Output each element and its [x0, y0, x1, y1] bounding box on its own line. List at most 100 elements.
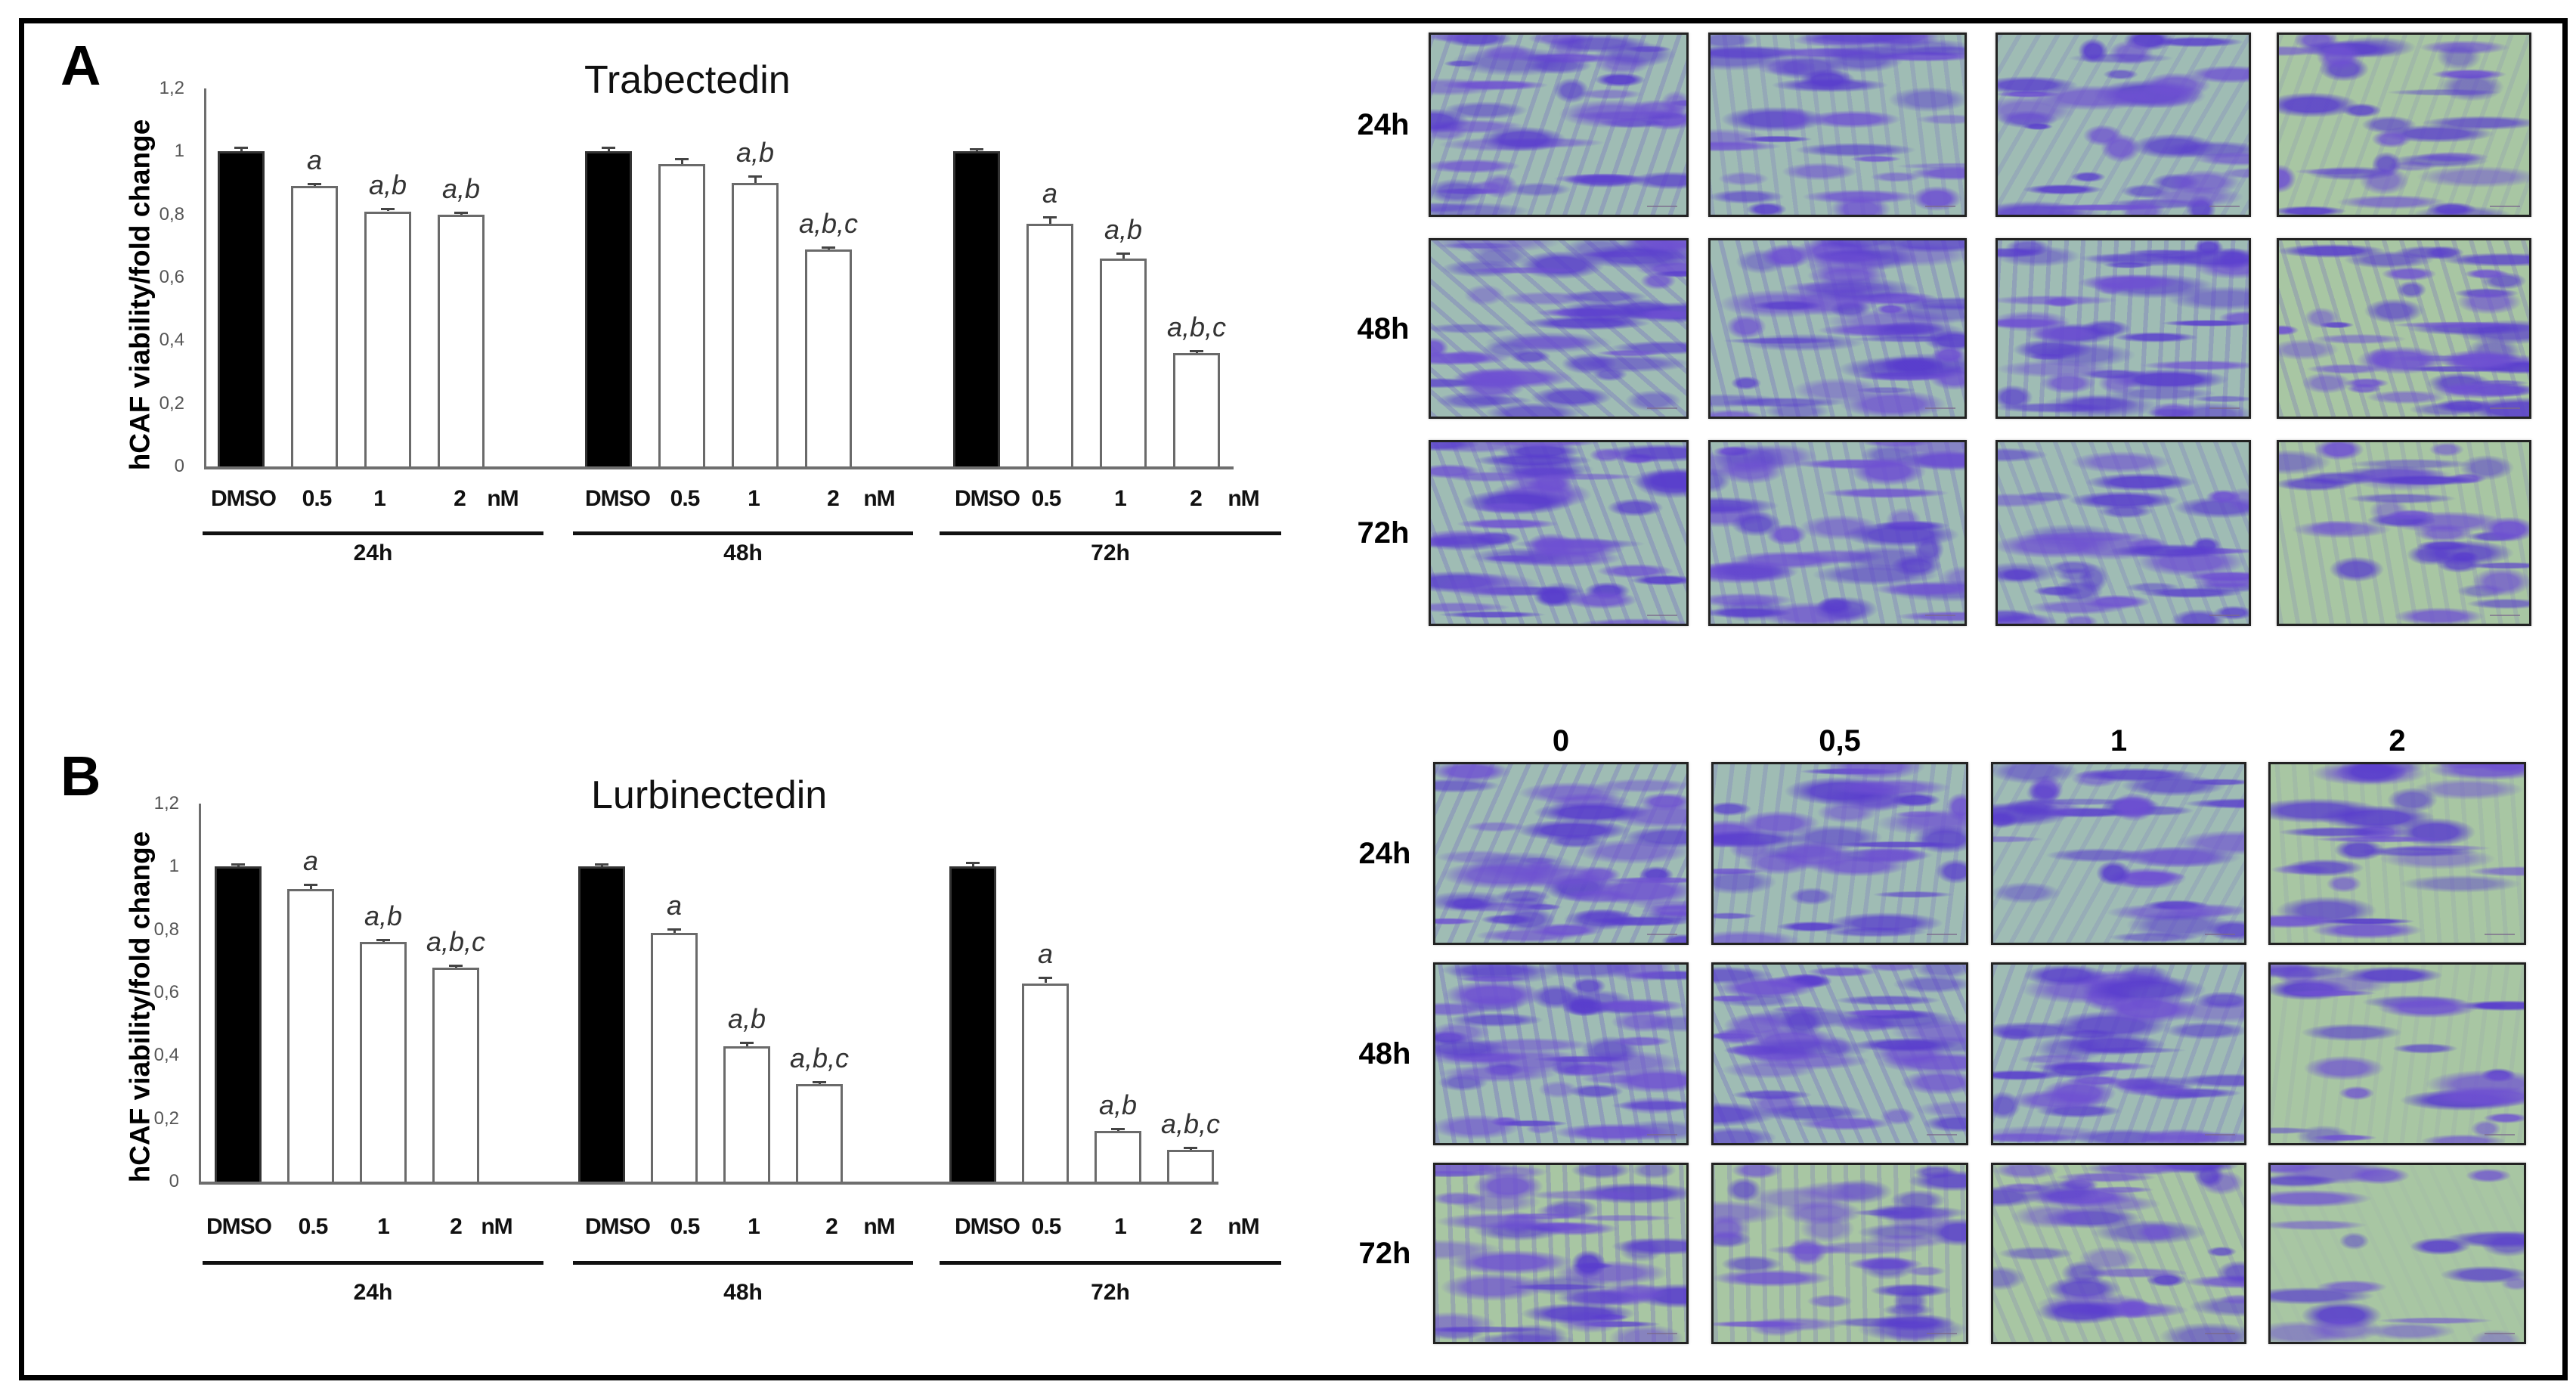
- x-category-label: 2: [827, 486, 840, 511]
- error-bar-cap: [231, 863, 245, 866]
- scale-bar: [2209, 615, 2240, 616]
- treated-bar: [291, 186, 338, 466]
- x-category-label: 2: [825, 1214, 838, 1239]
- time-group-bracket: [573, 1261, 913, 1265]
- micrograph-image: [1429, 238, 1689, 419]
- time-group-bracket: [940, 531, 1281, 535]
- significance-label: a,b: [368, 169, 407, 201]
- micrograph-image: [1708, 33, 1967, 217]
- micrograph-image: [2277, 33, 2531, 217]
- error-bar-cap: [740, 1041, 754, 1044]
- significance-label: a,b: [441, 172, 481, 204]
- scale-bar: [1647, 615, 1677, 616]
- grid-column-label: 0,5: [1819, 724, 1861, 757]
- significance-label: a,b: [364, 900, 403, 932]
- error-bar-cap: [1184, 1147, 1197, 1150]
- figure-border: [19, 18, 2568, 1380]
- x-unit-label: nM: [863, 486, 895, 511]
- scale-bar: [2490, 615, 2520, 616]
- control-bar: [578, 866, 625, 1182]
- significance-label: a: [306, 144, 323, 175]
- time-group-label: 72h: [1091, 541, 1130, 565]
- x-category-label: 2: [450, 1214, 463, 1239]
- scale-bar: [1927, 1134, 1957, 1135]
- error-bar-cap: [381, 208, 395, 211]
- treated-bar: [1094, 1131, 1141, 1182]
- y-tick-label: 0,4: [153, 1045, 179, 1066]
- error-bar: [240, 147, 243, 152]
- x-unit-label: nM: [1228, 1214, 1259, 1239]
- treated-bar: [438, 214, 485, 466]
- scale-bar: [1927, 1333, 1957, 1334]
- micrograph-image: [1995, 33, 2251, 217]
- error-bar-cap: [822, 246, 835, 249]
- time-group-bracket: [940, 1261, 1281, 1265]
- x-axis-line: [199, 1182, 1218, 1185]
- treated-bar: [723, 1046, 770, 1182]
- error-bar: [971, 862, 974, 867]
- y-tick-label: 0,8: [159, 203, 184, 225]
- micrograph-image: [1995, 440, 2251, 626]
- x-category-label: 0.5: [1031, 486, 1062, 511]
- x-unit-label: nM: [481, 1214, 512, 1239]
- x-category-label: 1: [748, 1214, 760, 1239]
- x-category-label: 0.5: [670, 1214, 701, 1239]
- error-bar-cap: [304, 884, 317, 887]
- error-bar-cap: [1111, 1128, 1125, 1131]
- time-group-bracket: [203, 1261, 543, 1265]
- micrograph-image: [1991, 762, 2246, 945]
- error-bar-cap: [970, 148, 983, 151]
- x-category-label: DMSO: [211, 486, 277, 511]
- x-category-label: DMSO: [206, 1214, 272, 1239]
- treated-bar: [287, 888, 334, 1182]
- error-bar: [673, 928, 676, 933]
- micrograph-image: [1711, 962, 1968, 1145]
- micrograph-image: [2268, 962, 2526, 1145]
- micrograph-image: [1433, 762, 1689, 945]
- x-unit-label: nM: [1228, 486, 1259, 511]
- significance-label: a,b,c: [426, 925, 486, 957]
- y-tick-label: 0,6: [159, 267, 184, 287]
- scale-bar: [2209, 206, 2240, 207]
- scale-bar: [2205, 934, 2235, 935]
- scale-bar: [2205, 1134, 2235, 1135]
- error-bar-cap: [748, 175, 762, 178]
- error-bar-cap: [966, 862, 980, 865]
- control-bar: [949, 866, 996, 1182]
- y-tick-label: 1,2: [153, 793, 179, 813]
- significance-label: a: [1037, 938, 1054, 970]
- y-tick-label: 0,8: [153, 919, 179, 940]
- x-category-label: 2: [1190, 1214, 1203, 1239]
- significance-label: a,b,c: [1160, 1108, 1221, 1140]
- significance-label: a: [1042, 177, 1058, 209]
- y-tick-label: 1,2: [159, 78, 184, 98]
- control-bar: [953, 151, 1000, 466]
- micrograph-image: [1991, 1163, 2246, 1344]
- treated-bar: [1173, 353, 1220, 466]
- y-tick-label: 1: [169, 856, 179, 877]
- treated-bar: [1167, 1150, 1214, 1182]
- y-axis-line: [204, 88, 206, 468]
- error-bar-cap: [1116, 252, 1130, 255]
- x-category-label: DMSO: [585, 1214, 651, 1239]
- y-tick-label: 0,2: [159, 392, 184, 414]
- scale-bar: [2485, 1333, 2515, 1334]
- x-category-label: DMSO: [955, 1214, 1020, 1239]
- error-bar: [1044, 977, 1047, 984]
- scale-bar: [2485, 934, 2515, 935]
- micrograph-image: [1433, 1163, 1689, 1344]
- significance-label: a,b: [735, 136, 775, 168]
- significance-label: a,b: [1098, 1089, 1138, 1121]
- significance-label: a,b,c: [798, 207, 859, 239]
- x-category-label: 2: [454, 486, 466, 511]
- micrograph-image: [1429, 440, 1689, 626]
- x-category-label: 1: [1114, 486, 1127, 511]
- micrograph-image: [1708, 238, 1967, 419]
- scale-bar: [2205, 1333, 2235, 1334]
- scale-bar: [2209, 407, 2240, 409]
- panel-a-title: Trabectedin: [584, 58, 791, 102]
- treated-bar: [1100, 259, 1147, 466]
- scale-bar: [1647, 1333, 1677, 1334]
- treated-bar: [796, 1083, 843, 1182]
- error-bar-cap: [454, 211, 468, 214]
